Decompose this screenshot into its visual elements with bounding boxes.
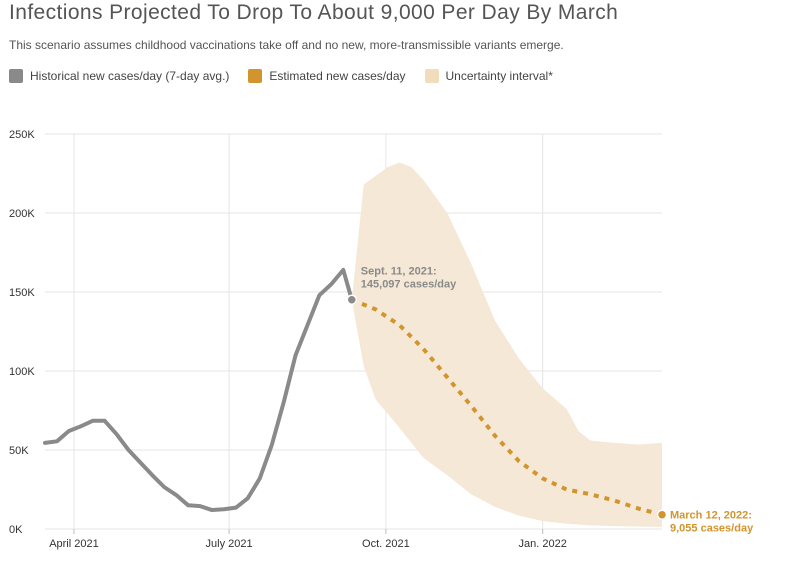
legend-label-historical: Historical new cases/day (7-day avg.) [30, 69, 230, 83]
legend-item-uncertainty: Uncertainty interval* [424, 69, 553, 83]
projection-endpoint-marker [656, 509, 668, 520]
historical-series-line [43, 267, 354, 513]
annotation-label: March 12, 2022: [670, 510, 752, 522]
y-tick-label: 250K [9, 129, 35, 141]
annotation-label: Sept. 11, 2021: [361, 266, 437, 278]
legend-label-estimated: Estimated new cases/day [269, 69, 406, 83]
historical-endpoint-marker [346, 294, 358, 305]
legend-label-uncertainty: Uncertainty interval* [445, 69, 553, 83]
y-tick-label: 150K [9, 287, 35, 299]
chart-legend: Historical new cases/day (7-day avg.) Es… [9, 69, 572, 83]
legend-swatch-estimated [248, 69, 263, 83]
y-tick-label: 50K [9, 445, 29, 457]
legend-swatch-uncertainty [424, 69, 439, 83]
annotation-label: 145,097 cases/day [361, 279, 457, 291]
x-tick-label: Oct. 2021 [362, 538, 410, 550]
x-tick-label: Jan. 2022 [519, 538, 567, 550]
legend-swatch-historical [9, 69, 23, 83]
x-tick-label: April 2021 [49, 538, 99, 550]
y-tick-label: 100K [9, 366, 35, 378]
legend-item-historical: Historical new cases/day (7-day avg.) [9, 69, 229, 83]
estimated-series-line [351, 297, 663, 517]
y-tick-label: 0K [9, 524, 23, 536]
uncertainty-band [351, 162, 662, 527]
x-tick-label: July 2021 [206, 538, 253, 550]
chart-subtitle: This scenario assumes childhood vaccinat… [9, 38, 564, 52]
annotation-label: 9,055 cases/day [670, 523, 754, 535]
legend-item-estimated: Estimated new cases/day [248, 69, 406, 83]
chart-title: Infections Projected To Drop To About 9,… [9, 1, 619, 24]
y-tick-label: 200K [9, 208, 35, 220]
